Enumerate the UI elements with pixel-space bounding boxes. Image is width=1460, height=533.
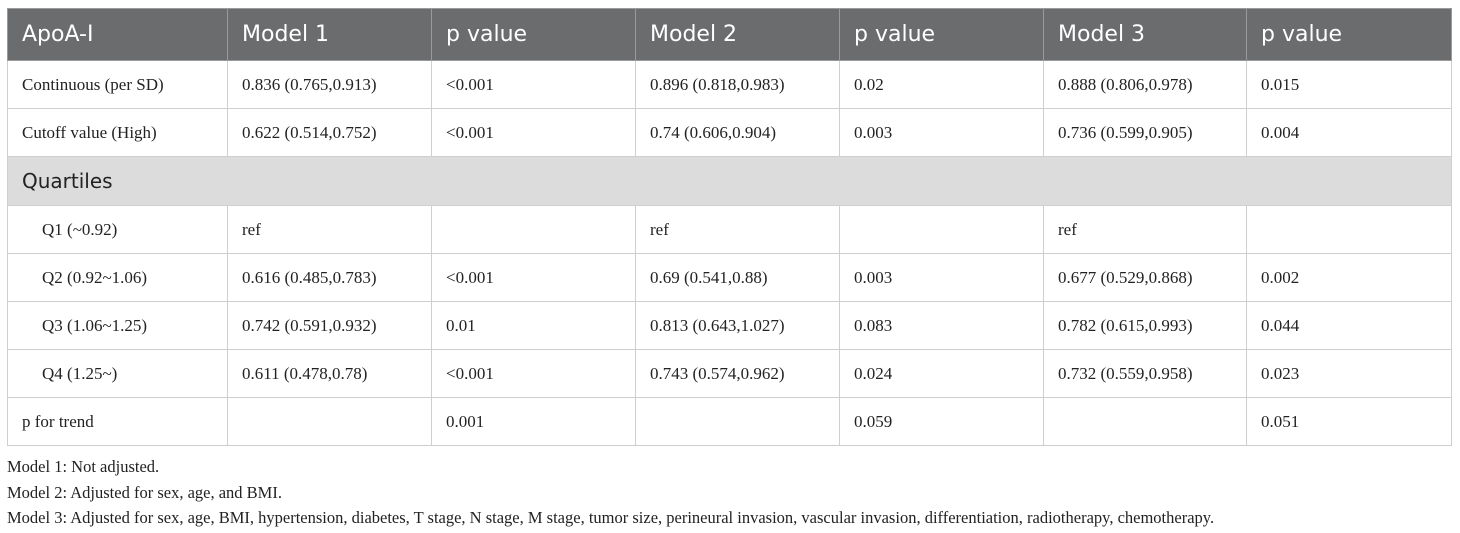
table-cell: Cutoff value (High) xyxy=(7,108,228,157)
table-cell: 0.743 (0.574,0.962) xyxy=(635,349,840,398)
table-cell: 0.003 xyxy=(839,108,1044,157)
table-cell: 0.732 (0.559,0.958) xyxy=(1043,349,1247,398)
table-cell: 0.896 (0.818,0.983) xyxy=(635,60,840,109)
table-cell: 0.611 (0.478,0.78) xyxy=(227,349,432,398)
note: Model 3: Adjusted for sex, age, BMI, hyp… xyxy=(7,508,1215,527)
table-cell xyxy=(635,397,840,446)
table-cell: 0.02 xyxy=(839,60,1044,109)
header-cell: Model 2 xyxy=(635,8,840,61)
table-cell xyxy=(839,205,1044,254)
table-cell: ref xyxy=(635,205,840,254)
table-cell: 0.024 xyxy=(839,349,1044,398)
table-cell: 0.677 (0.529,0.868) xyxy=(1043,253,1247,302)
header-cell: p value xyxy=(839,8,1044,61)
table-cell xyxy=(1043,397,1247,446)
table-cell: 0.813 (0.643,1.027) xyxy=(635,301,840,350)
table-cell: ref xyxy=(1043,205,1247,254)
table-cell: 0.74 (0.606,0.904) xyxy=(635,108,840,157)
table-row: Q2 (0.92~1.06) 0.616 (0.485,0.783) <0.001 0… xyxy=(7,253,1452,302)
table-cell: Q4 (1.25~) xyxy=(7,349,228,398)
table-cell: 0.01 xyxy=(431,301,636,350)
table-cell: Q3 (1.06~1.25) xyxy=(7,301,228,350)
header-cell: ApoA-I xyxy=(7,8,228,61)
table-row: Continuous (per SD) 0.836 (0.765,0.913) <0… xyxy=(7,60,1452,109)
table-cell xyxy=(1246,205,1452,254)
table-cell: 0.023 xyxy=(1246,349,1452,398)
table-cell: 0.69 (0.541,0.88) xyxy=(635,253,840,302)
header-cell: p value xyxy=(1246,8,1452,61)
table-cell: 0.003 xyxy=(839,253,1044,302)
note: Model 1: Not adjusted. xyxy=(7,457,160,476)
table-cell: 0.083 xyxy=(839,301,1044,350)
table-row: Cutoff value (High) 0.622 (0.514,0.752) <0… xyxy=(7,108,1452,157)
table-cell: 0.782 (0.615,0.993) xyxy=(1043,301,1247,350)
table-cell: 0.616 (0.485,0.783) xyxy=(227,253,432,302)
table-cell: 0.002 xyxy=(1246,253,1452,302)
table-row: Q4 (1.25~) 0.611 (0.478,0.78) <0.001 0.743 … xyxy=(7,349,1452,398)
table-cell xyxy=(431,205,636,254)
table-cell: 0.004 xyxy=(1246,108,1452,157)
table-cell xyxy=(227,397,432,446)
table-cell: <0.001 xyxy=(431,108,636,157)
section-row: Quartiles xyxy=(7,156,1452,206)
table-cell: p for trend xyxy=(7,397,228,446)
section-title: Quartiles xyxy=(7,156,1452,206)
notes: Model 1: Not adjusted. Model 2: Adjusted … xyxy=(7,454,1214,531)
table-cell: 0.836 (0.765,0.913) xyxy=(227,60,432,109)
table-row: Q3 (1.06~1.25) 0.742 (0.591,0.932) 0.01 0.8… xyxy=(7,301,1452,350)
table-row: Q1 (~0.92) ref ref ref xyxy=(7,205,1452,254)
table-cell: 0.044 xyxy=(1246,301,1452,350)
table-row: p for trend 0.001 0.059 0.051 xyxy=(7,397,1452,446)
table-cell: 0.622 (0.514,0.752) xyxy=(227,108,432,157)
table-cell: 0.015 xyxy=(1246,60,1452,109)
header-cell: Model 1 xyxy=(227,8,432,61)
table-cell: 0.059 xyxy=(839,397,1044,446)
table-cell: 0.736 (0.599,0.905) xyxy=(1043,108,1247,157)
table-cell: <0.001 xyxy=(431,60,636,109)
table-cell: Q2 (0.92~1.06) xyxy=(7,253,228,302)
table-cell: 0.051 xyxy=(1246,397,1452,446)
header-cell: p value xyxy=(431,8,636,61)
header-cell: Model 3 xyxy=(1043,8,1247,61)
table-cell: <0.001 xyxy=(431,349,636,398)
table-cell: 0.888 (0.806,0.978) xyxy=(1043,60,1247,109)
table-cell: ref xyxy=(227,205,432,254)
table-cell: 0.001 xyxy=(431,397,636,446)
table-cell: 0.742 (0.591,0.932) xyxy=(227,301,432,350)
table-cell: Continuous (per SD) xyxy=(7,60,228,109)
table-cell: Q1 (~0.92) xyxy=(7,205,228,254)
table-cell: <0.001 xyxy=(431,253,636,302)
table-body: Continuous (per SD) 0.836 (0.765,0.913) <0… xyxy=(7,60,1452,446)
note: Model 2: Adjusted for sex, age, and BMI. xyxy=(7,482,282,502)
